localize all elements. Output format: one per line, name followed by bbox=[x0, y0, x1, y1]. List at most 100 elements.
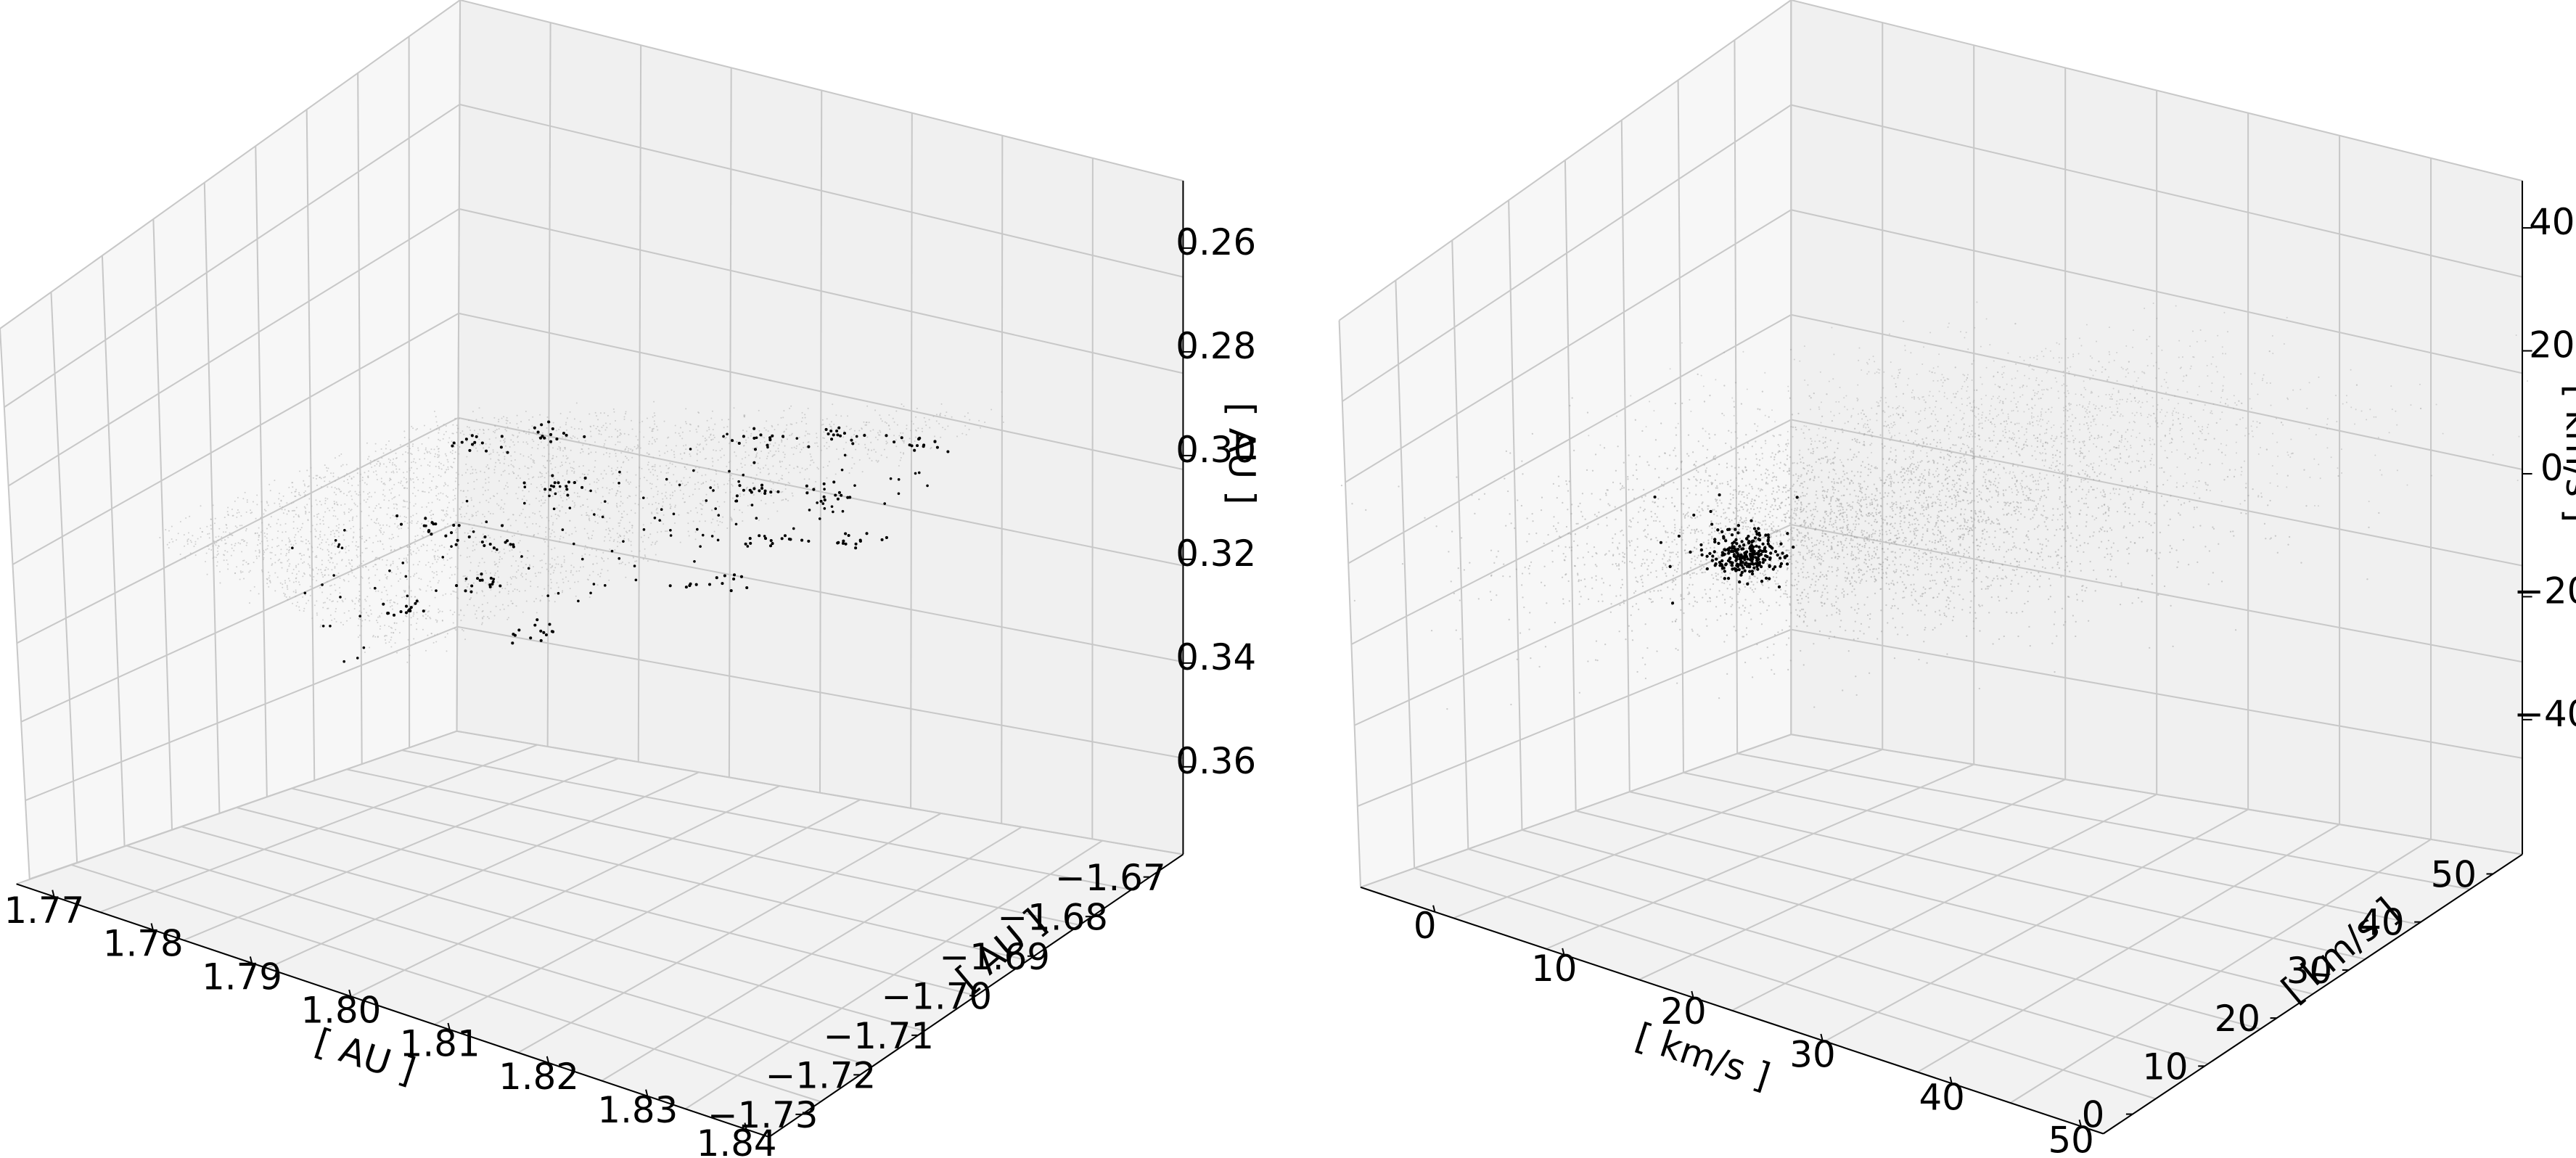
point bbox=[541, 485, 543, 488]
point bbox=[432, 513, 434, 516]
point bbox=[476, 592, 478, 594]
point bbox=[564, 448, 566, 450]
point bbox=[348, 559, 350, 561]
point bbox=[287, 599, 289, 601]
point bbox=[650, 488, 652, 490]
point bbox=[713, 434, 715, 436]
point bbox=[554, 513, 557, 516]
point bbox=[527, 443, 529, 445]
point bbox=[369, 604, 371, 607]
point bbox=[489, 512, 491, 514]
point bbox=[1834, 556, 1837, 558]
point bbox=[870, 441, 872, 443]
point bbox=[1829, 505, 1832, 508]
point bbox=[334, 480, 336, 482]
point bbox=[786, 424, 788, 426]
point bbox=[1796, 588, 1798, 590]
point bbox=[922, 430, 924, 432]
point bbox=[2120, 436, 2123, 438]
point bbox=[1868, 514, 1871, 517]
point bbox=[456, 431, 458, 434]
point bbox=[416, 512, 418, 514]
point bbox=[1940, 553, 1943, 555]
point bbox=[1644, 495, 1646, 497]
point bbox=[557, 514, 559, 517]
point bbox=[261, 531, 263, 533]
point bbox=[377, 616, 380, 618]
point bbox=[2085, 464, 2088, 467]
point bbox=[580, 452, 582, 454]
point bbox=[883, 502, 887, 505]
point bbox=[847, 415, 849, 417]
point bbox=[460, 506, 462, 508]
point bbox=[747, 504, 749, 507]
point bbox=[456, 581, 459, 583]
point bbox=[438, 580, 440, 582]
point bbox=[708, 428, 710, 430]
point bbox=[545, 536, 547, 538]
point bbox=[1564, 546, 1567, 548]
point bbox=[440, 468, 443, 470]
point bbox=[322, 516, 324, 518]
point bbox=[914, 429, 917, 431]
point bbox=[755, 454, 758, 456]
point bbox=[2121, 480, 2123, 482]
x-axis-tick bbox=[546, 1056, 550, 1064]
point bbox=[461, 474, 464, 476]
point bbox=[332, 472, 335, 475]
point bbox=[488, 542, 492, 546]
point bbox=[1746, 510, 1748, 512]
point bbox=[734, 451, 736, 453]
point bbox=[1900, 520, 1902, 522]
point bbox=[695, 506, 697, 509]
point bbox=[417, 547, 419, 549]
grid-line bbox=[456, 730, 1184, 855]
point bbox=[469, 562, 472, 564]
point bbox=[321, 624, 325, 628]
point bbox=[660, 530, 663, 533]
point bbox=[216, 541, 218, 543]
point bbox=[1898, 536, 1900, 539]
point bbox=[1881, 565, 1883, 567]
point bbox=[1760, 583, 1763, 585]
point bbox=[351, 517, 353, 520]
point bbox=[1820, 562, 1822, 564]
point bbox=[2070, 475, 2072, 477]
point bbox=[527, 550, 529, 552]
point bbox=[473, 524, 475, 526]
point bbox=[335, 493, 337, 496]
point bbox=[501, 604, 504, 606]
point bbox=[436, 498, 438, 500]
point bbox=[2126, 548, 2128, 551]
point bbox=[343, 480, 345, 482]
point bbox=[530, 454, 533, 456]
point bbox=[1869, 568, 1871, 571]
point bbox=[767, 430, 769, 432]
point bbox=[413, 472, 415, 475]
point bbox=[729, 443, 731, 445]
point bbox=[255, 517, 257, 520]
point bbox=[319, 547, 321, 549]
point bbox=[1861, 461, 1864, 463]
point bbox=[440, 475, 442, 477]
point bbox=[1798, 517, 1800, 520]
point bbox=[189, 515, 191, 517]
point bbox=[1721, 581, 1723, 584]
point bbox=[383, 586, 385, 588]
point bbox=[475, 435, 478, 438]
grid-line bbox=[819, 90, 823, 793]
point bbox=[410, 452, 412, 455]
point bbox=[430, 517, 432, 520]
point bbox=[1946, 506, 1949, 509]
point bbox=[731, 520, 733, 522]
point bbox=[1908, 485, 1911, 488]
point bbox=[2232, 530, 2234, 533]
point bbox=[1865, 488, 1868, 490]
point bbox=[1754, 499, 1756, 501]
point bbox=[578, 440, 580, 443]
point bbox=[407, 527, 409, 529]
point bbox=[654, 466, 656, 468]
point bbox=[372, 510, 374, 512]
grid-line bbox=[637, 45, 642, 763]
point bbox=[409, 551, 411, 553]
